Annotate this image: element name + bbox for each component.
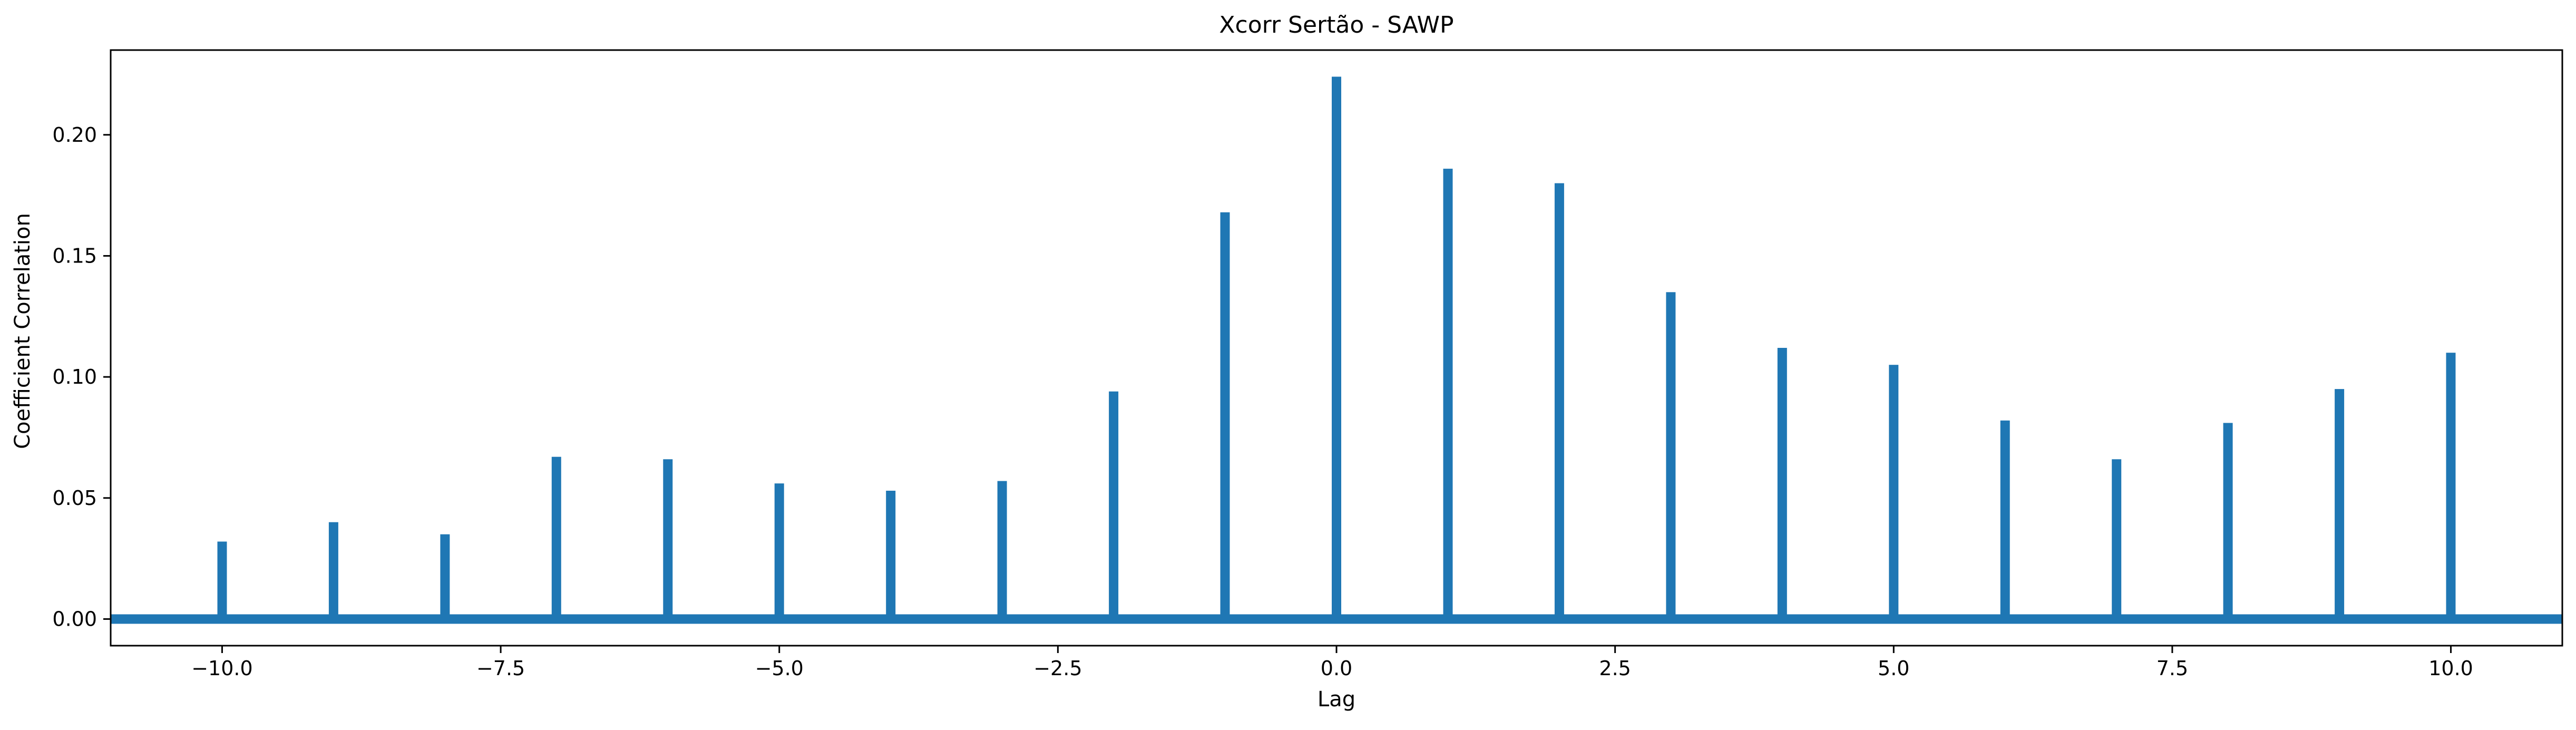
y-tick-label: 0.15 [52,244,97,267]
x-tick-label: −2.5 [1033,657,1082,680]
bar-lag--6 [663,459,673,619]
plot-area [111,76,2562,624]
bar-lag-6 [2000,420,2010,619]
bar-lag--4 [886,491,896,619]
bar-lag-4 [1777,348,1787,619]
chart-title: Xcorr Sertão - SAWP [1219,12,1453,38]
x-tick-label: 5.0 [1878,657,1909,680]
y-axis-label: Coefficient Correlation [11,213,35,449]
bar-lag--1 [1220,212,1230,619]
plot-frame [110,49,2563,647]
bar-lag-5 [1889,365,1899,619]
x-tick-label: −10.0 [191,657,252,680]
bar-lag--8 [440,534,450,619]
bar-lag-0 [1332,76,1341,619]
y-tick-label: 0.20 [52,123,97,147]
bar-lag--2 [1109,391,1119,619]
baseline-line [111,614,2562,624]
y-tick-label: 0.00 [52,607,97,630]
bar-lag-10 [2446,353,2456,619]
bar-lag--7 [551,456,561,619]
y-axis: 0.00 0.05 0.10 0.15 0.20 [52,123,111,630]
x-tick-label: −5.0 [755,657,804,680]
bar-lag-7 [2112,459,2122,619]
bar-lag--10 [217,541,227,619]
x-tick-label: 10.0 [2428,657,2473,680]
x-tick-label: 2.5 [1599,657,1631,680]
x-tick-label: 7.5 [2157,657,2188,680]
x-axis: −10.0 −7.5 −5.0 −2.5 0.0 2.5 5.0 7.5 10.0 [191,646,2473,680]
bar-lag-1 [1443,169,1453,619]
bar-lag--3 [997,481,1007,619]
x-axis-label: Lag [1318,687,1355,712]
y-tick-label: 0.05 [52,486,97,510]
y-tick-label: 0.10 [52,365,97,388]
bar-lag-2 [1554,183,1564,619]
bar-lag-8 [2223,423,2233,619]
bar-lag--5 [774,483,784,619]
bar-lag-9 [2335,389,2345,619]
bar-lag--9 [328,522,338,619]
x-tick-label: 0.0 [1321,657,1352,680]
bar-lag-3 [1666,292,1676,619]
x-tick-label: −7.5 [476,657,525,680]
